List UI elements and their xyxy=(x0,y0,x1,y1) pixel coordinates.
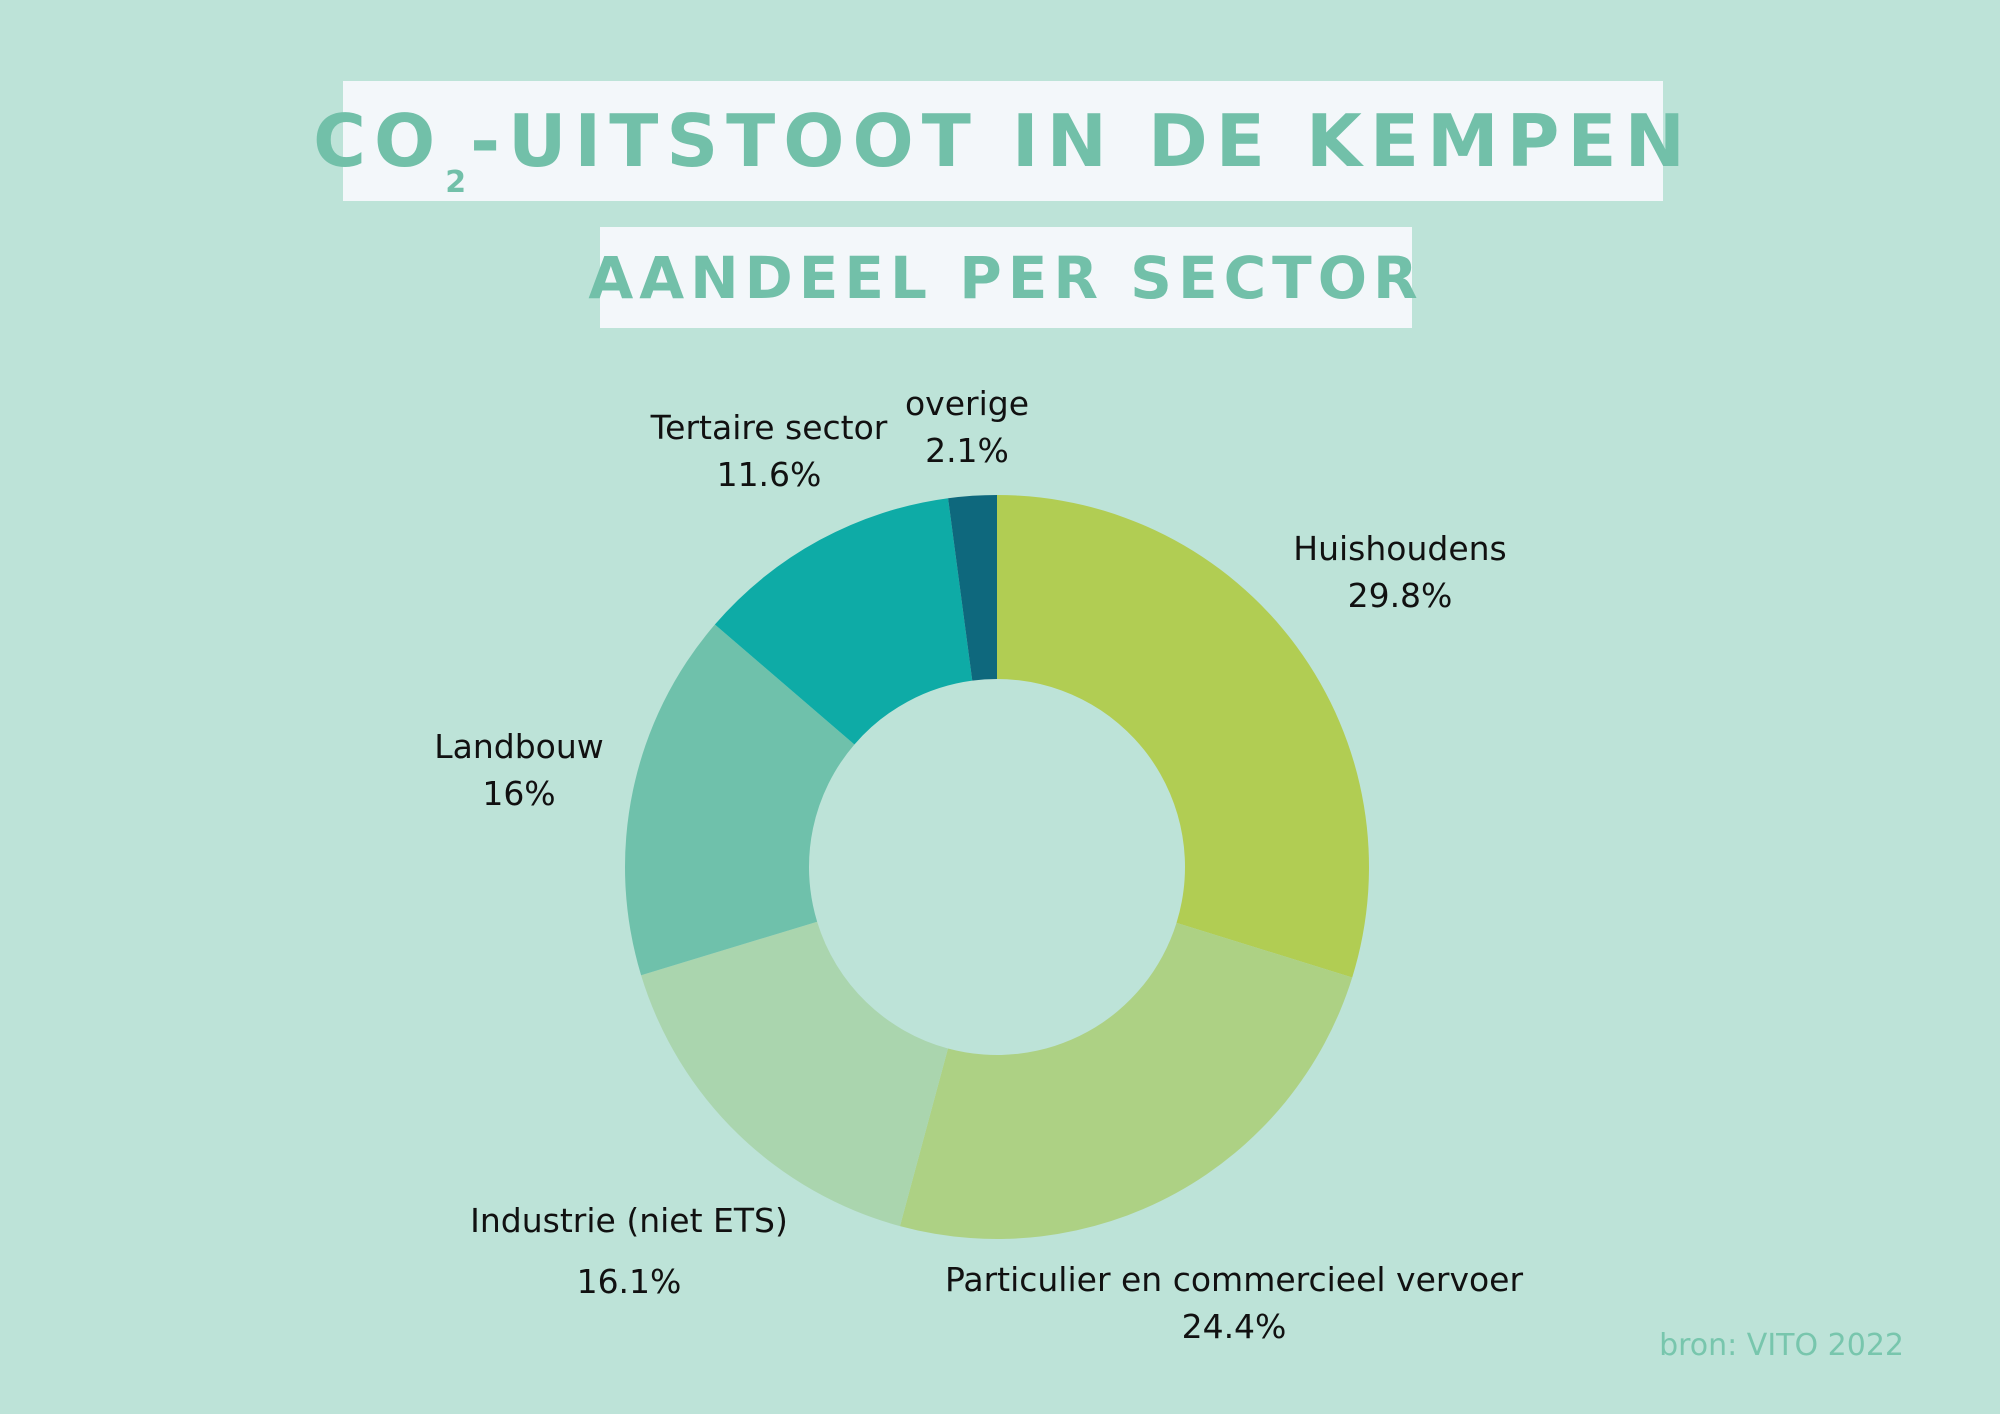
slice-value: 2.1% xyxy=(925,431,1009,470)
slice-name: Huishoudens xyxy=(1293,529,1507,568)
slice-name: Industrie (niet ETS) xyxy=(470,1201,788,1240)
slice-label-huishoudens: Huishoudens 29.8% xyxy=(1293,532,1506,612)
source-note: bron: VITO 2022 xyxy=(1659,1328,1904,1363)
slice-label-vervoer: Particulier en commercieel vervoer 24.4% xyxy=(945,1263,1523,1343)
slice-label-landbouw: Landbouw 16% xyxy=(434,730,604,810)
slice-name: Landbouw xyxy=(434,727,604,766)
title-box: CO2-UITSTOOT IN DE KEMPEN xyxy=(313,81,1685,201)
slice-label-overige: overige 2.1% xyxy=(905,387,1029,467)
title-prefix: CO xyxy=(313,99,444,183)
slice-name: overige xyxy=(904,384,1030,423)
chart-title: CO2-UITSTOOT IN DE KEMPEN xyxy=(313,99,1693,200)
donut-slice-particulier-en-commercieel-vervoer xyxy=(899,922,1353,1239)
slice-value: 16.1% xyxy=(576,1262,682,1301)
slice-name: Particulier en commercieel vervoer xyxy=(944,1260,1524,1299)
slice-value: 11.6% xyxy=(716,455,822,494)
title-rest: -UITSTOOT IN DE KEMPEN xyxy=(470,99,1693,183)
slice-value: 29.8% xyxy=(1347,576,1453,615)
donut-slice-tertaire-sector xyxy=(714,498,973,745)
chart-subtitle: AANDEEL PER SECTOR xyxy=(588,243,1424,312)
donut-slice-landbouw xyxy=(625,624,855,976)
donut-slice-industrie-niet-ets xyxy=(641,921,948,1227)
slice-value: 24.4% xyxy=(1181,1307,1287,1346)
slice-name: Tertaire sector xyxy=(650,408,888,447)
donut-slice-overige xyxy=(948,495,997,681)
subtitle-box: AANDEEL PER SECTOR xyxy=(588,227,1418,328)
slice-label-industrie: Industrie (niet ETS) 16.1% xyxy=(470,1204,788,1298)
donut-slice-huishoudens xyxy=(997,495,1369,978)
title-subscript: 2 xyxy=(445,165,467,200)
slice-label-tertaire: Tertaire sector 11.6% xyxy=(651,411,888,491)
slice-value: 16% xyxy=(482,774,556,813)
